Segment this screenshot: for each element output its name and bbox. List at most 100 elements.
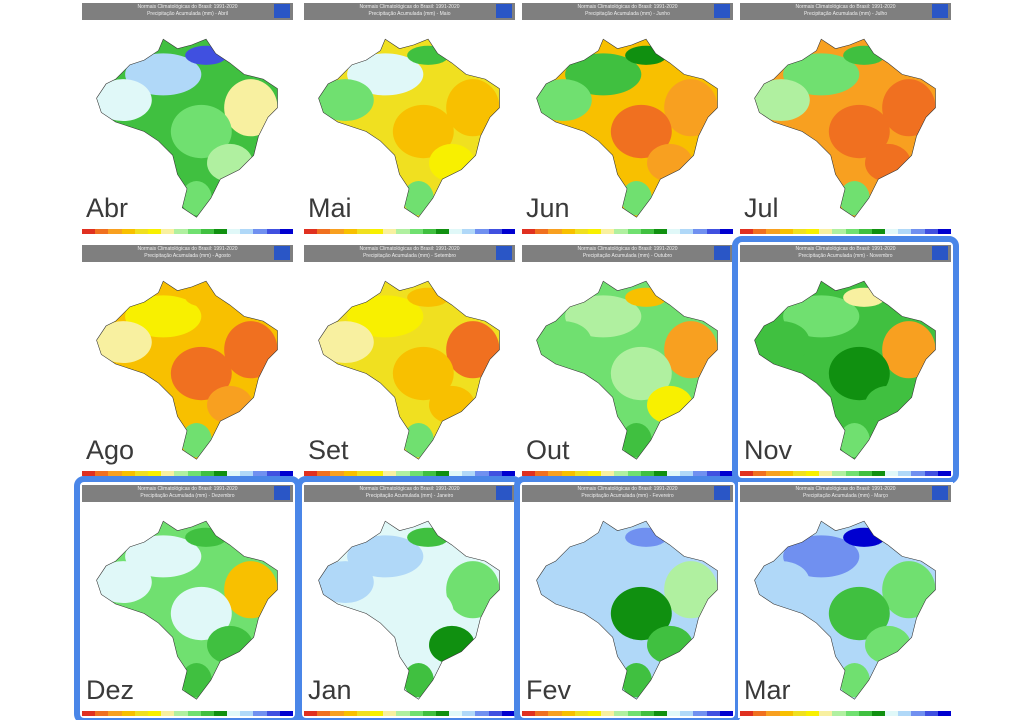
panel-header: Normais Climatológicas do Brasil: 1991-2… [522,485,733,502]
brazil-map [318,280,500,460]
colorbar-swatch [587,711,602,716]
colorbar-swatch [227,711,241,716]
panel-title: Normais Climatológicas do Brasil: 1991-2… [359,4,460,10]
colorbar-swatch [885,471,899,476]
colorbar-swatch [266,229,280,234]
colorbar-swatch [706,471,720,476]
precip-region-north [565,295,642,338]
brazil-outline [536,520,718,700]
colorbar-swatch [640,229,654,234]
colorbar-swatch [898,229,912,234]
colorbar-swatch [266,711,280,716]
inmet-logo-icon [714,246,730,260]
colorbar-swatch [845,229,859,234]
colorbar-swatch [95,471,109,476]
month-label: Fev [526,675,572,705]
precip-region-central [828,104,890,159]
brazil-outline [754,38,936,218]
precip-region-northwest [96,79,152,122]
precip-region-north [125,53,202,96]
colorbar-swatch [706,229,720,234]
colorbar-swatch [858,711,872,716]
precip-region-northeast [224,561,278,619]
colorbar-swatch [587,229,602,234]
colorbar-swatch [409,471,423,476]
colorbar-swatch [535,471,549,476]
colorbar-swatch [343,711,357,716]
colorbar-swatch [161,711,175,716]
colorbar-swatch [356,229,370,234]
colorbar-swatch [147,471,162,476]
colorbar-swatch [627,471,641,476]
colorbar-swatch [819,229,833,234]
panel-title: Normais Climatológicas do Brasil: 1991-2… [795,4,896,10]
colorbar-swatch [121,471,135,476]
colorbar-swatch [753,711,767,716]
map-panel-jan: Normais Climatológicas do Brasil: 1991-2… [296,476,523,720]
colorbar-swatch [343,471,357,476]
precip-region-northwest [96,561,152,604]
colorbar-swatch [911,229,925,234]
colorbar-swatch [108,229,122,234]
panel-title: Normais Climatológicas do Brasil: 1991-2… [795,246,896,252]
precip-region-central [610,586,672,641]
precip-region-northeast [882,321,936,379]
colorbar-swatch [924,711,938,716]
colorbar-swatch [740,471,754,476]
precip-region-northwest [754,79,810,122]
colorbar-swatch [871,471,886,476]
inmet-logo-icon [932,486,948,500]
inmet-logo-icon [496,486,512,500]
panel-header: Normais Climatológicas do Brasil: 1991-2… [304,3,515,20]
colorbar-swatch [667,471,681,476]
precip-region-coast [407,287,450,307]
precip-region-coast [843,45,886,65]
inmet-logo-icon [932,4,948,18]
colorbar-swatch [213,711,228,716]
colorbar-swatch [640,471,654,476]
colorbar-swatch [240,711,254,716]
colorbar [740,471,951,476]
colorbar-swatch [719,711,733,716]
brazil-map [318,520,500,700]
panel-title: Normais Climatológicas do Brasil: 1991-2… [137,486,238,492]
colorbar-swatch [522,711,536,716]
precip-region-north [347,295,424,338]
panel-title: Normais Climatológicas do Brasil: 1991-2… [137,4,238,10]
panel-header: Normais Climatológicas do Brasil: 1991-2… [82,3,293,20]
inmet-logo-icon [274,4,290,18]
colorbar-swatch [462,471,476,476]
precip-region-northeast [664,79,718,137]
brazil-outline [318,38,500,218]
brazil-map [754,280,936,460]
colorbar-swatch [845,471,859,476]
colorbar-swatch [614,229,628,234]
colorbar-swatch [911,711,925,716]
precip-region-north [565,53,642,96]
colorbar-swatch [409,229,423,234]
colorbar-swatch [488,471,502,476]
colorbar-swatch [792,711,806,716]
precip-region-northeast [882,561,936,619]
colorbar-swatch [753,229,767,234]
colorbar-swatch [779,229,793,234]
map-panel-out: Normais Climatológicas do Brasil: 1991-2… [520,242,735,478]
map-panel-set: Normais Climatológicas do Brasil: 1991-2… [302,242,517,478]
panel-subtitle: Precipitação Acumulada (mm) - Fevereiro [581,493,674,499]
precip-region-northwest [536,79,592,122]
brazil-outline [96,38,278,218]
colorbar-swatch [766,471,780,476]
colorbar-swatch [253,229,267,234]
precip-region-northeast [446,79,500,137]
inmet-logo-icon [274,246,290,260]
panel-subtitle: Precipitação Acumulada (mm) - Novembro [798,253,893,259]
colorbar [304,711,515,716]
precip-region-northwest [96,321,152,364]
precip-region-coast [185,287,228,307]
colorbar-swatch [627,229,641,234]
colorbar-swatch [680,471,694,476]
colorbar-swatch [871,229,886,234]
precip-region-northeast [224,321,278,379]
colorbar-swatch [805,471,820,476]
colorbar-swatch [740,229,754,234]
